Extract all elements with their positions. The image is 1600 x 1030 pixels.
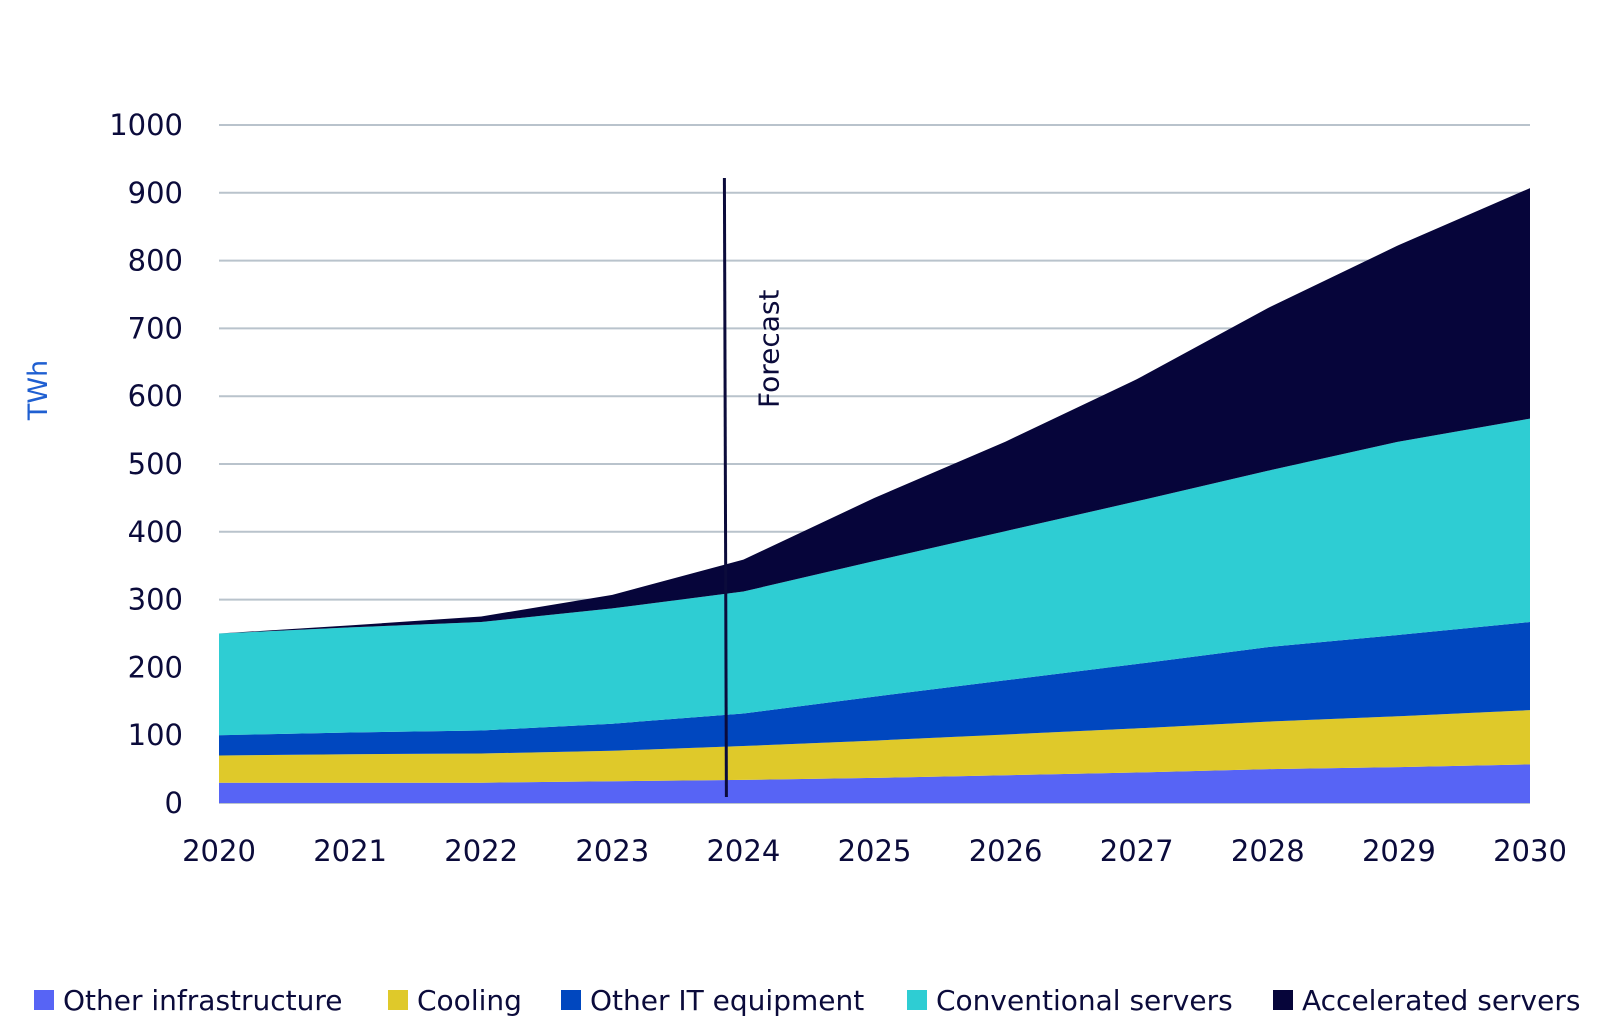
forecast-line	[722, 177, 728, 798]
area-other-infrastructure	[219, 764, 1530, 803]
x-tick-label: 2020	[182, 834, 256, 868]
y-tick-label: 1000	[109, 108, 183, 142]
y-tick-label: 0	[165, 786, 183, 820]
x-tick-label: 2021	[313, 834, 387, 868]
legend-swatch	[388, 990, 408, 1010]
legend-label: Cooling	[417, 983, 522, 1017]
x-tick-label: 2023	[575, 834, 649, 868]
legend-item: Conventional servers	[907, 980, 1233, 1020]
x-tick-label: 2024	[706, 834, 780, 868]
legend-item: Accelerated servers	[1273, 980, 1580, 1020]
x-tick-label: 2028	[1231, 834, 1305, 868]
area-conventional-servers	[219, 418, 1530, 736]
legend-label: Conventional servers	[936, 983, 1233, 1017]
x-axis-ticks: 2020 2021 2022 2023 2024 2025 2026 2027 2028 2029…	[182, 834, 1567, 868]
legend-swatch	[561, 990, 581, 1010]
area-cooling	[219, 710, 1530, 783]
y-tick-label: 700	[128, 311, 183, 345]
y-tick-label: 400	[128, 515, 183, 549]
legend-label: Other infrastructure	[63, 983, 343, 1017]
x-tick-label: 2022	[444, 834, 518, 868]
y-tick-label: 100	[128, 718, 183, 752]
legend-item: Other IT equipment	[561, 980, 864, 1020]
area-series	[219, 188, 1530, 803]
y-tick-label: 500	[128, 447, 183, 481]
legend-swatch	[1273, 990, 1293, 1010]
area-other-it-equipment	[219, 622, 1530, 756]
y-axis-label: TWh	[23, 360, 54, 421]
y-axis-ticks: 0 100 200 300 400 500 600 700 800 900 1000	[109, 108, 183, 820]
y-tick-label: 600	[128, 379, 183, 413]
y-tick-label: 200	[128, 650, 183, 684]
y-tick-label: 900	[128, 176, 183, 210]
legend: Other infrastructure Cooling Other IT equi…	[0, 980, 1600, 1020]
y-tick-label: 800	[128, 244, 183, 278]
legend-label: Accelerated servers	[1302, 983, 1581, 1017]
legend-swatch	[907, 990, 927, 1010]
x-tick-label: 2029	[1362, 834, 1436, 868]
legend-swatch	[34, 990, 54, 1010]
x-tick-label: 2027	[1100, 834, 1174, 868]
area-accelerated-servers	[219, 188, 1530, 634]
legend-label: Other IT equipment	[590, 983, 865, 1017]
legend-item: Other infrastructure	[34, 980, 343, 1020]
x-tick-label: 2030	[1493, 834, 1567, 868]
y-tick-label: 300	[128, 583, 183, 617]
forecast-label: Forecast	[752, 289, 785, 408]
forecast-annotation: Forecast	[722, 177, 785, 798]
x-tick-label: 2025	[838, 834, 912, 868]
legend-item: Cooling	[388, 980, 522, 1020]
x-tick-label: 2026	[969, 834, 1043, 868]
